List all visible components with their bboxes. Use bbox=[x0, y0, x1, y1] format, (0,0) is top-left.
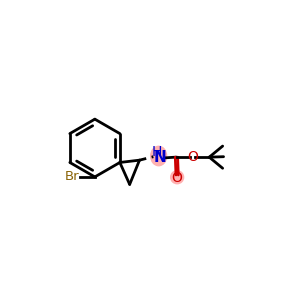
Text: H: H bbox=[152, 145, 163, 159]
Text: Br: Br bbox=[64, 170, 79, 183]
Ellipse shape bbox=[170, 170, 184, 184]
Text: N: N bbox=[154, 150, 167, 165]
Ellipse shape bbox=[150, 146, 167, 167]
Text: O: O bbox=[172, 171, 183, 185]
Text: O: O bbox=[188, 150, 199, 164]
